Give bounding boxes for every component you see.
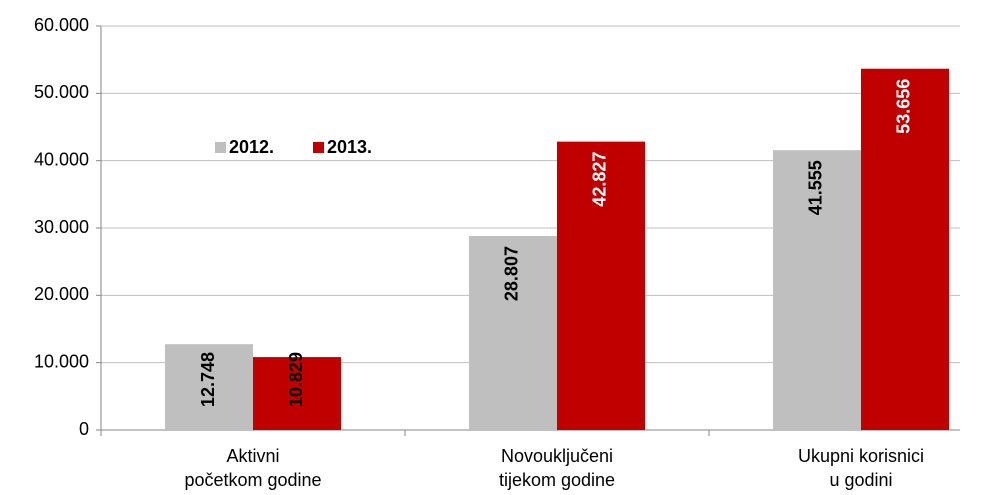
y-tick-label: 50.000 xyxy=(34,82,89,102)
value-label: 12.748 xyxy=(198,352,218,407)
legend-swatch xyxy=(313,142,324,153)
y-tick-label: 30.000 xyxy=(34,217,89,237)
bar xyxy=(557,141,645,430)
legend-swatch xyxy=(215,142,226,153)
bar xyxy=(861,68,949,431)
value-label: 53.656 xyxy=(894,79,914,134)
y-tick-label: 60.000 xyxy=(34,15,89,35)
x-tick-label: u godini xyxy=(829,470,892,490)
y-tick-label: 40.000 xyxy=(34,149,89,169)
value-label: 42.827 xyxy=(590,152,610,207)
x-tick-label: Aktivni xyxy=(226,446,279,466)
bar xyxy=(253,357,341,430)
legend-label: 2012. xyxy=(229,137,274,157)
x-tick-label: tijekom godine xyxy=(499,470,615,490)
bar xyxy=(165,344,253,430)
y-tick-label: 20.000 xyxy=(34,284,89,304)
legend-label: 2013. xyxy=(327,137,372,157)
y-tick-label: 0 xyxy=(79,419,89,439)
y-tick-label: 10.000 xyxy=(34,351,89,371)
x-tick-label: Novouključeni xyxy=(501,446,613,466)
value-label: 41.555 xyxy=(806,160,826,215)
bar xyxy=(773,150,861,430)
bar xyxy=(469,236,557,430)
x-tick-label: početkom godine xyxy=(184,470,321,490)
value-label: 10.829 xyxy=(286,352,306,407)
value-label: 28.807 xyxy=(502,246,522,301)
x-tick-label: Ukupni korisnici xyxy=(798,446,924,466)
